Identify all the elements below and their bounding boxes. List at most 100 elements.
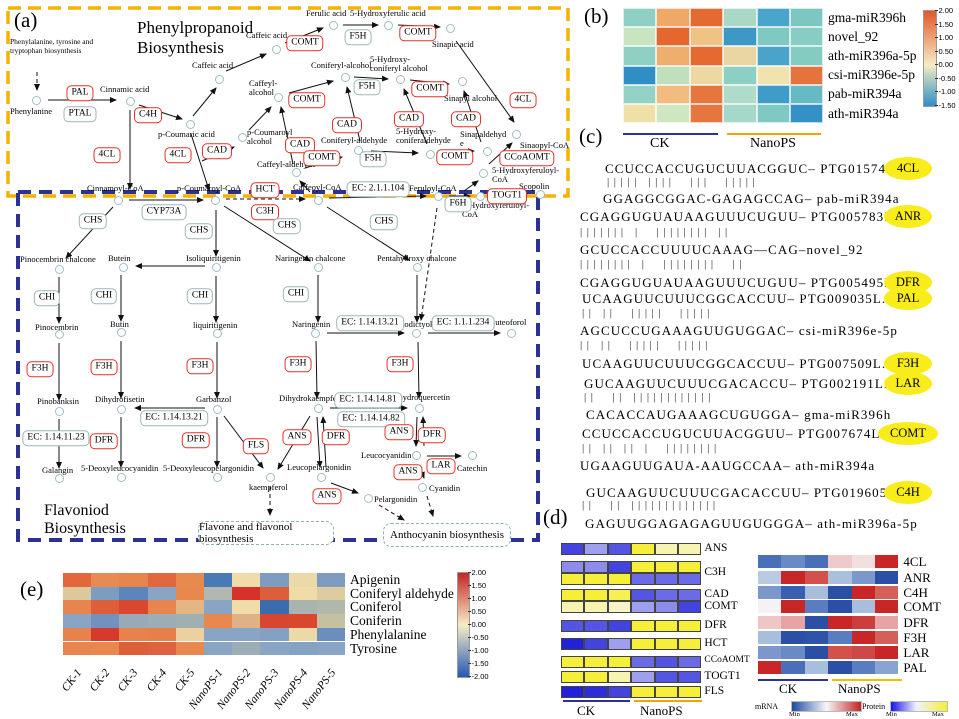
heatmap-cell <box>175 614 204 628</box>
heatmap-cell <box>656 46 690 66</box>
sequence-line: UCAAGUUCUUUCGGCACCUU– PTG007509L.35 <box>582 356 902 371</box>
heatmap-cell <box>607 671 632 683</box>
enzyme-box-ec-1-14-14-81: EC: 1.14.14.81 <box>334 392 402 408</box>
heatmap-cell <box>631 589 655 601</box>
heatmap-cell <box>654 561 678 573</box>
heatmap-cell <box>607 543 632 555</box>
heatmap-cell <box>204 614 233 628</box>
enzyme-box-f3h: F3H <box>186 358 214 374</box>
enzyme-box-ec-2-1-1-104: EC: 2.1.1.104 <box>346 181 410 197</box>
heatmap-cell <box>678 589 702 601</box>
colorbar-tick: 2.00 <box>471 568 487 577</box>
heatmap-cell <box>804 661 829 674</box>
heatmap-cell <box>678 656 702 668</box>
legend-protein-max: Max <box>932 711 944 718</box>
gene-oval-lar: LAR <box>884 372 932 395</box>
heatmap-cell <box>607 573 632 585</box>
heatmap-cell <box>654 543 678 555</box>
metabolite-node <box>54 329 64 339</box>
heatmap-cell <box>689 65 724 85</box>
enzyme-box-ccoaomt: CCoAOMT <box>499 150 555 166</box>
panel-a-pathway-diagram: Phenylpropanoid Biosynthesis Flavoniod Bi… <box>0 0 580 560</box>
heatmap-cell <box>875 586 899 599</box>
heatmap-cell <box>678 573 702 585</box>
metabolite-label: Eriodictyol <box>394 319 433 329</box>
colorbar-tick: -1.50 <box>938 101 956 110</box>
gene-oval-anr: ANR <box>884 205 932 228</box>
legend-protein-min: Min <box>886 711 897 718</box>
enzyme-box-cad: CAD <box>450 111 482 127</box>
heatmap-cell <box>175 573 204 587</box>
heatmap-cell <box>756 104 790 124</box>
enzyme-box-ans: ANS <box>312 488 342 504</box>
metabolite-node <box>125 96 135 106</box>
heatmap-cell <box>781 661 805 674</box>
metabolite-node <box>411 328 421 338</box>
pathway-outcome-box: Anthocyanin biosynthesis <box>383 523 511 547</box>
alignment-pipes: ||||||| | |||||||| || <box>580 226 732 238</box>
colorbar-tickmark <box>468 572 471 573</box>
colorbar-tick: 0.00 <box>471 620 487 629</box>
metabolite-label: Scopolin <box>519 181 550 191</box>
heatmap-cell <box>232 641 261 656</box>
heatmap-cell <box>584 656 608 668</box>
heatmap-cell <box>678 543 702 555</box>
heatmap-cell <box>656 8 690 28</box>
heatmap-cell <box>689 8 724 28</box>
enzyme-box-ec-1-14-11-23: EC: 1.14.11.23 <box>22 430 90 446</box>
heatmap-cell <box>781 555 805 568</box>
metabolite-node <box>425 149 435 159</box>
sequence-line: GCUCCACCUUUUCAAAG—CAG–novel_92 <box>580 242 864 257</box>
heatmap-cell <box>654 638 678 650</box>
metabolite-node <box>395 74 405 84</box>
heatmap-cell <box>851 586 875 599</box>
heatmap-cell <box>781 586 805 599</box>
row-label-metabolite: Tyrosine <box>350 640 398 656</box>
nanops-underline <box>832 679 902 682</box>
heatmap-cell <box>316 600 345 615</box>
row-label-gene: 4CL <box>903 554 927 569</box>
heatmap-cell <box>875 555 899 568</box>
heatmap-cell <box>654 589 678 601</box>
heatmap-cell <box>119 627 148 642</box>
enzyme-box-cad: CAD <box>393 111 425 127</box>
heatmap-cell <box>851 646 875 659</box>
metabolite-node <box>271 44 281 54</box>
heatmap-cell <box>63 573 92 587</box>
sequence-line: GAGUUGGAGAGAGUUGUGGGA– ath-miR396a-5p <box>585 516 918 531</box>
group-label-ck: CK <box>577 703 596 718</box>
heatmap-cell <box>584 638 608 650</box>
heatmap-cell <box>607 589 632 601</box>
heatmap-cell <box>758 661 782 674</box>
heatmap-cell <box>828 616 852 629</box>
metabolite-node <box>328 20 338 30</box>
metabolite-label: Pentahydroxy chalcone <box>377 253 457 263</box>
heatmap-cell <box>654 620 678 632</box>
metabolite-label: Pinocembrin chalcone <box>20 254 96 264</box>
heatmap-cell <box>851 555 875 568</box>
metabolite-node <box>313 195 323 205</box>
ck-underline <box>623 133 718 136</box>
metabolite-node <box>212 472 222 482</box>
heatmap-cell <box>828 586 852 599</box>
row-label-gene: LAR <box>903 645 930 660</box>
metabolite-node <box>478 168 488 178</box>
enzyme-box-4cl: 4CL <box>509 92 537 108</box>
row-label-gene: FLS <box>704 685 725 697</box>
colorbar-tickmark <box>468 585 471 586</box>
heatmap-cell <box>723 104 757 124</box>
heatmap-cell <box>723 8 757 28</box>
metabolite-label: 5-Hydroxyferuloyl- CoA <box>492 165 560 185</box>
metabolite-label: Pinobanksin <box>37 396 80 406</box>
row-label-gene: CAD <box>704 588 729 600</box>
enzyme-box-chs: CHS <box>184 223 214 239</box>
metabolite-label: 5-Hydroxyferuloyl- CoA <box>462 200 530 220</box>
heatmap-cell <box>631 561 655 573</box>
heatmap-cell <box>175 641 204 656</box>
enzyme-box-ans: ANS <box>282 429 312 445</box>
heatmap-cell <box>260 641 289 656</box>
heatmap-cell <box>875 631 899 644</box>
gene-oval-f3h: F3H <box>884 352 932 375</box>
sequence-line: GUCAAGUUCUUUCGACACCU– PTG002191L.54 <box>584 376 904 391</box>
